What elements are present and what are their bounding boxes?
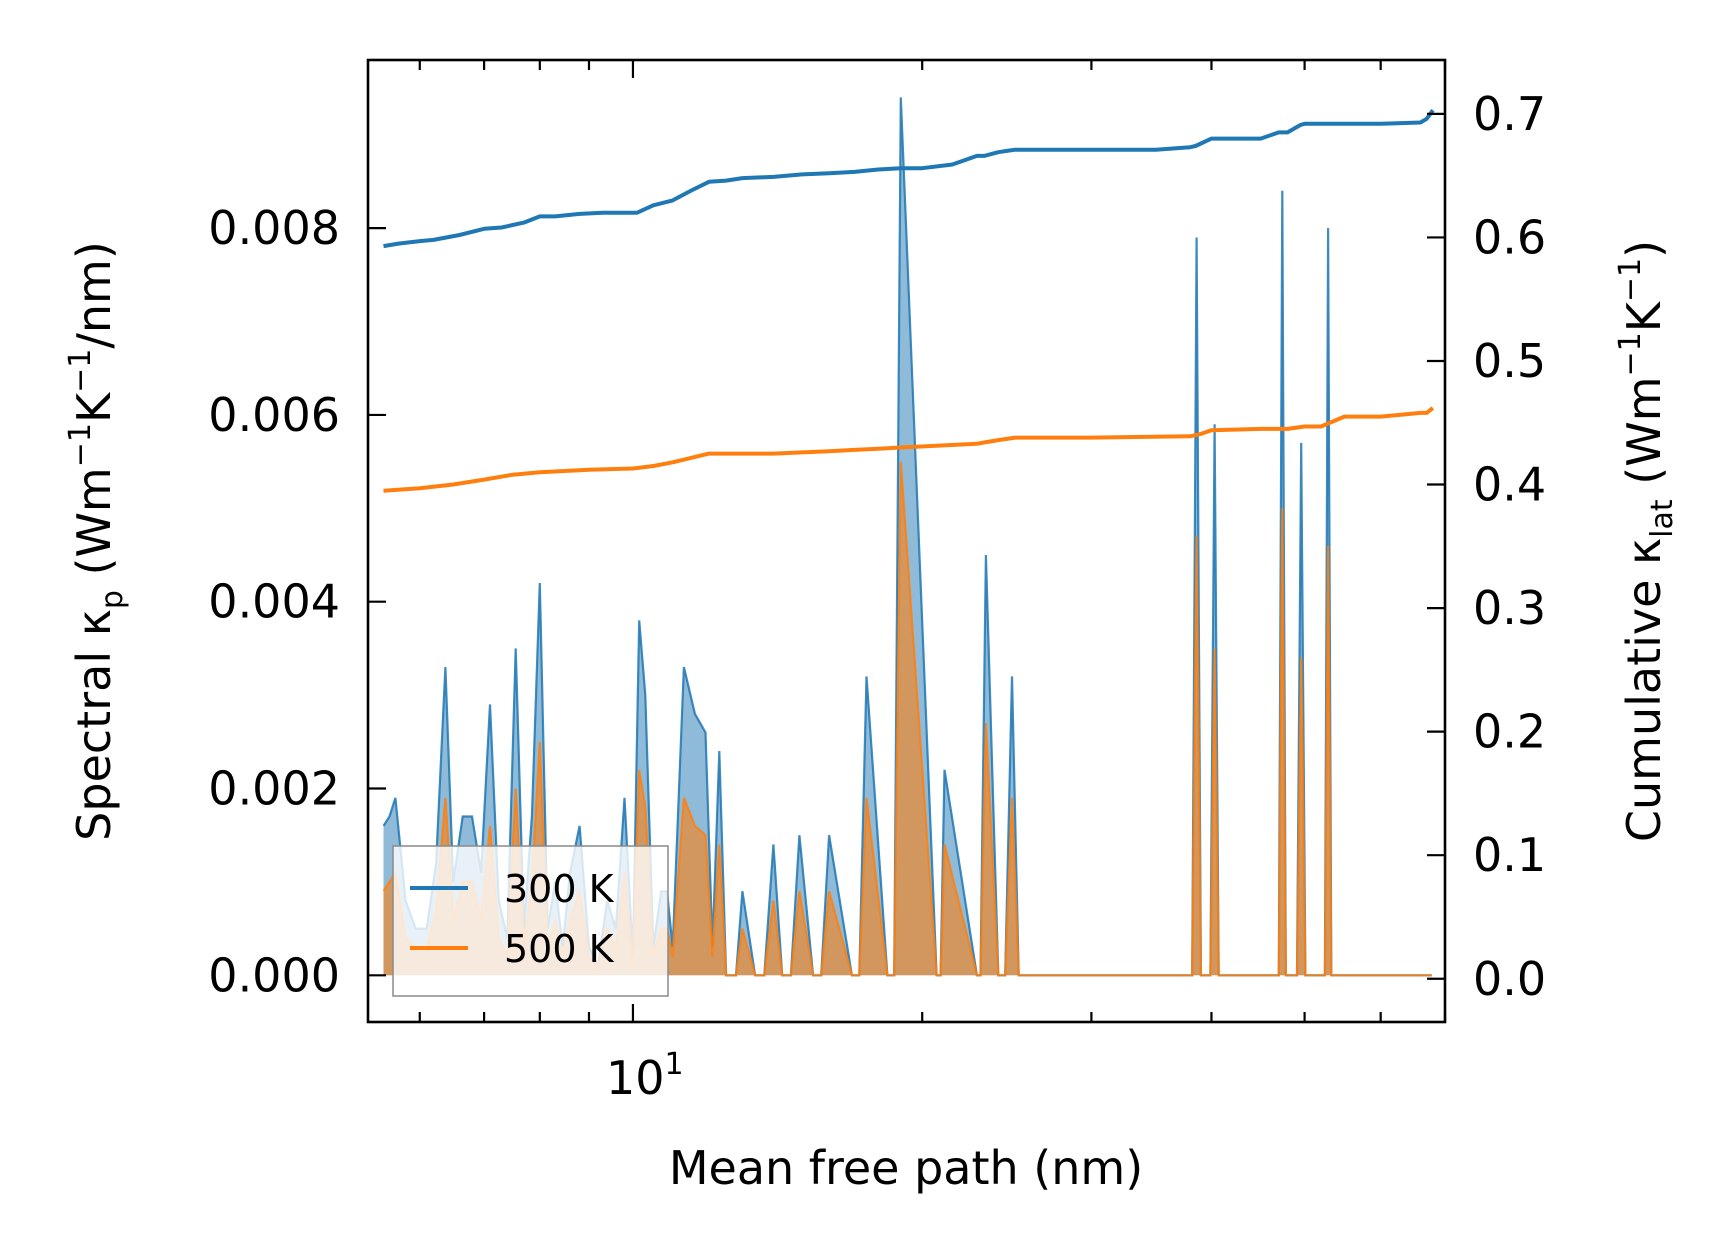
legend-frame (392, 845, 669, 997)
cumulative-line-500k (383, 406, 1435, 493)
left-y-tick-label-2: 0.004 (208, 575, 340, 629)
right-y-tick-label-4: 0.4 (1473, 458, 1546, 512)
cumulative-line-300k (383, 109, 1435, 249)
axis-ticks (368, 60, 1447, 1022)
spectral-area-300k (383, 97, 1432, 976)
legend-label-300k: 300 K (504, 867, 615, 911)
left-y-axis-title: Spectral κp (Wm−1K−1/nm) (63, 241, 130, 841)
right-y-tick-label-7: 0.7 (1473, 87, 1546, 141)
cumulative-series-layer (383, 109, 1435, 493)
legend: 300 K 500 K (392, 845, 669, 997)
legend-label-500k: 500 K (504, 927, 615, 971)
tick-labels: 0.000 0.002 0.004 0.006 0.008 0.0 0.1 0.2 0.3 0.4… (208, 87, 1546, 1006)
right-y-tick-label-1: 0.1 (1473, 828, 1546, 882)
plot-frame (366, 58, 1447, 1024)
right-y-axis-title: Cumulative κlat (Wm−1K−1) (1613, 240, 1680, 842)
left-y-tick-label-0: 0.000 (208, 948, 340, 1002)
right-y-tick-label-0: 0.0 (1473, 952, 1546, 1006)
left-y-tick-label-1: 0.002 (208, 762, 340, 816)
left-y-tick-label-4: 0.008 (208, 201, 340, 255)
right-y-tick-label-3: 0.3 (1473, 581, 1546, 635)
x-tick-label-10: 101 (606, 1047, 684, 1105)
right-y-tick-label-5: 0.5 (1473, 334, 1546, 388)
right-y-tick-label-6: 0.6 (1473, 210, 1546, 264)
x-axis-title: Mean free path (nm) (669, 1141, 1143, 1195)
right-y-tick-label-2: 0.2 (1473, 705, 1546, 759)
left-y-tick-label-3: 0.006 (208, 388, 340, 442)
spectral-line-500k (382, 461, 1432, 977)
